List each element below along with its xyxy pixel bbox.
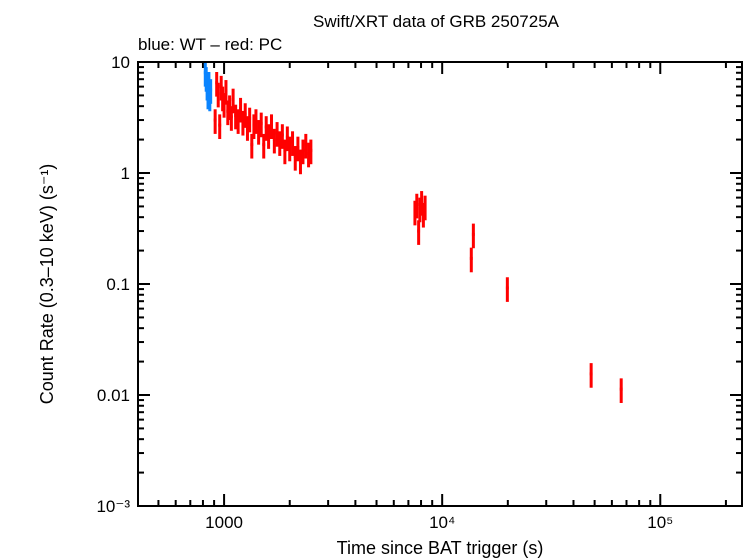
data-point-pc: [291, 131, 295, 156]
data-point-pc: [234, 104, 238, 130]
data-point-pc: [309, 139, 313, 165]
chart-title: Swift/XRT data of GRB 250725A: [313, 12, 560, 31]
data-point-pc: [250, 133, 254, 159]
data-point-pc: [267, 124, 271, 149]
data-point-pc: [216, 82, 220, 108]
data-point-pc: [304, 133, 308, 159]
data-point-pc: [471, 223, 475, 249]
data-point-pc: [229, 106, 233, 131]
data-point-pc: [275, 122, 279, 147]
y-tick-label: 10⁻³: [96, 497, 130, 516]
data-point-pc: [288, 136, 292, 162]
data-point-pc: [469, 247, 473, 273]
data-point-pc: [224, 80, 228, 105]
y-tick-label: 10: [111, 53, 130, 72]
data-point-pc: [298, 149, 302, 175]
data-point-pc: [254, 109, 258, 134]
data-point-pc: [283, 139, 287, 165]
data-point-pc: [231, 88, 235, 114]
data-point-pc: [239, 97, 243, 123]
y-tick-label: 0.1: [106, 275, 130, 294]
data-point-pc: [293, 146, 297, 171]
data-point-pc: [218, 114, 222, 139]
chart-subtitle: blue: WT – red: PC: [138, 35, 282, 54]
y-tick-label: 0.01: [97, 386, 130, 405]
data-point-pc: [619, 378, 623, 403]
data-point-pc: [280, 124, 284, 149]
data-point-wt: [209, 79, 213, 104]
x-tick-label: 10⁴: [429, 513, 455, 532]
x-tick-label: 10⁵: [647, 513, 673, 532]
data-point-pc: [272, 128, 276, 154]
y-tick-label: 1: [121, 164, 130, 183]
x-axis-label: Time since BAT trigger (s): [337, 538, 544, 558]
data-point-pc: [301, 139, 305, 165]
data-point-pc: [415, 193, 419, 219]
data-point-pc: [420, 191, 424, 216]
y-axis-label: Count Rate (0.3–10 keV) (s⁻¹): [37, 164, 57, 405]
data-point-pc: [417, 220, 421, 245]
data-point-pc: [257, 120, 261, 145]
data-point-pc: [296, 136, 300, 162]
data-point-pc: [278, 131, 282, 156]
x-tick-label: 1000: [205, 513, 243, 532]
data-point-pc: [270, 114, 274, 139]
plot-frame: [137, 61, 743, 507]
data-point-pc: [243, 103, 247, 128]
data-point-pc: [589, 363, 593, 388]
data-point-pc: [259, 112, 263, 138]
data-point-pc: [262, 133, 266, 159]
data-point-pc: [505, 277, 509, 302]
data-point-pc: [248, 107, 252, 133]
data-point-pc: [213, 109, 217, 134]
data-point-pc: [423, 195, 427, 221]
